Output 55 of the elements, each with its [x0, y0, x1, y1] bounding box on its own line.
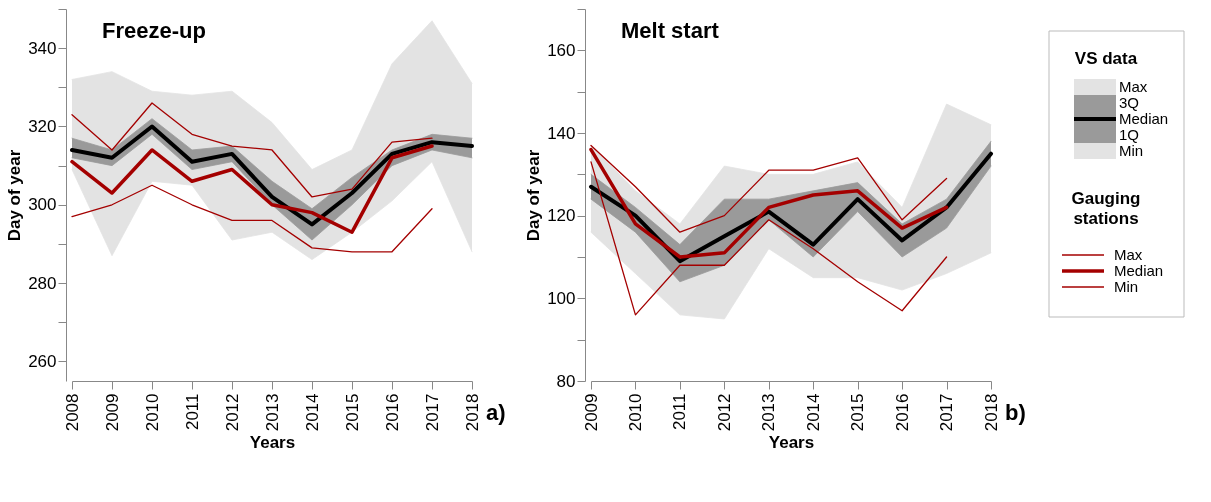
- y-tick-label: 80: [556, 371, 576, 391]
- line-series: [71, 184, 433, 253]
- x-tick-label: 2012: [222, 393, 242, 432]
- x-tick-label: 2017: [422, 393, 442, 432]
- y-tick-label: 120: [547, 206, 576, 226]
- chart-title: Melt start: [621, 18, 720, 43]
- x-tick-label: 2010: [142, 393, 162, 432]
- legend-label: Median: [1119, 110, 1169, 127]
- y-tick-label: 100: [547, 288, 576, 308]
- text: Gauging stations: [1071, 189, 1141, 228]
- legend-label: 1Q: [1119, 126, 1140, 143]
- x-tick-label: 2009: [581, 393, 601, 432]
- y-tick-label: 300: [28, 195, 57, 215]
- x-tick-label: 2014: [803, 393, 823, 432]
- x-tick-label: 2011: [182, 393, 202, 431]
- x-tick-label: 2018: [981, 393, 1001, 432]
- x-tick-label: 2015: [342, 393, 362, 432]
- legend-label: Max: [1119, 78, 1148, 95]
- line-series: [71, 102, 433, 198]
- y-tick-label: 280: [28, 273, 57, 293]
- text: a): [486, 400, 506, 425]
- y-axis-title: Day of year: [5, 149, 25, 242]
- x-tick-label: 2017: [937, 393, 957, 432]
- y-tick-label: 160: [547, 40, 576, 60]
- x-tick-label: 2013: [262, 393, 282, 432]
- y-tick-label: 340: [28, 38, 57, 58]
- x-tick-label: 2012: [714, 393, 734, 432]
- x-tick-label: 2016: [892, 393, 912, 432]
- legend-label: Min: [1114, 278, 1139, 295]
- x-tick-label: 2018: [462, 393, 482, 432]
- line-series: [70, 124, 474, 227]
- y-tick-label: 320: [28, 116, 57, 136]
- y-axis-title: Day of year: [524, 149, 544, 242]
- y-tick-label: 140: [547, 123, 576, 143]
- line-series: [589, 147, 949, 259]
- x-tick-label: 2008: [62, 393, 82, 432]
- text: VS data: [1074, 49, 1138, 68]
- x-tick-label: 2010: [625, 393, 645, 432]
- x-tick-label: 2016: [382, 393, 402, 432]
- x-tick-label: 2013: [759, 393, 779, 432]
- x-axis-title: Years: [768, 433, 815, 453]
- y-tick-label: 260: [28, 351, 57, 371]
- x-tick-label: 2009: [102, 393, 122, 432]
- x-tick-label: 2014: [302, 393, 322, 432]
- x-axis-title: Years: [249, 433, 296, 453]
- legend-label: 3Q: [1119, 94, 1140, 111]
- x-tick-label: 2015: [848, 393, 868, 432]
- line-series: [590, 161, 948, 316]
- legend-label: Min: [1119, 142, 1144, 159]
- legend-label: Max: [1114, 246, 1143, 263]
- line-series: [70, 144, 434, 234]
- x-tick-label: 2011: [670, 393, 690, 431]
- text: b): [1005, 400, 1026, 425]
- legend-label: Median: [1114, 262, 1164, 279]
- chart-title: Freeze-up: [102, 18, 206, 43]
